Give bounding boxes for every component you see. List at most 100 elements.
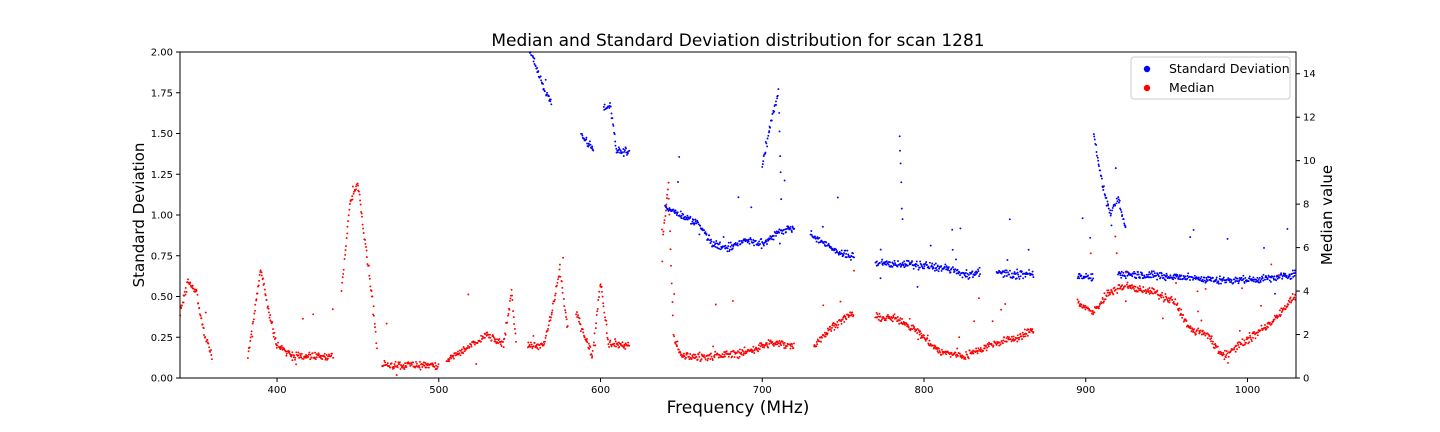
- data-point: [531, 55, 534, 58]
- data-point: [1274, 292, 1276, 295]
- data-point: [973, 274, 976, 277]
- data-point: [1204, 334, 1207, 337]
- data-point: [357, 184, 360, 187]
- data-point: [1089, 236, 1092, 239]
- data-point: [390, 362, 393, 365]
- data-point: [1089, 252, 1092, 255]
- data-point: [1162, 296, 1165, 299]
- data-point: [715, 240, 718, 242]
- data-point: [680, 353, 683, 356]
- data-point: [384, 361, 387, 364]
- scatter-points: [179, 51, 1297, 377]
- data-point: [1276, 274, 1279, 277]
- data-point: [841, 318, 844, 321]
- data-point: [609, 105, 612, 108]
- data-point: [1257, 278, 1260, 281]
- data-point: [1192, 278, 1194, 281]
- data-point: [748, 242, 751, 245]
- data-point: [601, 290, 603, 293]
- data-point: [1126, 274, 1129, 277]
- data-point: [1117, 198, 1120, 201]
- data-point: [1101, 298, 1104, 300]
- data-point: [976, 271, 979, 274]
- data-point: [771, 238, 774, 241]
- data-point: [351, 185, 354, 188]
- data-point: [1031, 273, 1034, 276]
- data-point: [448, 358, 451, 361]
- legend-box: [1130, 56, 1291, 100]
- data-point: [779, 155, 782, 158]
- x-tick-label: 600: [591, 385, 610, 396]
- data-point: [887, 313, 889, 316]
- data-point: [767, 339, 770, 341]
- data-point: [452, 354, 455, 357]
- data-point: [900, 207, 903, 210]
- data-point: [301, 317, 304, 320]
- data-point: [694, 218, 697, 221]
- data-point: [852, 314, 855, 317]
- data-point: [985, 344, 987, 347]
- data-point: [566, 325, 569, 328]
- data-point: [674, 209, 677, 212]
- data-point: [1250, 338, 1253, 341]
- data-point: [718, 247, 721, 250]
- data-point: [309, 358, 312, 361]
- data-point: [789, 344, 792, 347]
- data-point: [609, 339, 612, 342]
- left-y-tick-label: 2.00: [151, 48, 173, 59]
- data-point: [463, 350, 466, 353]
- data-point: [768, 238, 771, 241]
- data-point: [1176, 302, 1179, 305]
- data-point: [1005, 275, 1008, 277]
- data-point: [318, 353, 320, 356]
- data-point: [896, 320, 899, 323]
- data-point: [583, 336, 586, 339]
- data-point: [269, 319, 272, 322]
- x-tick-label: 1000: [1235, 385, 1260, 396]
- data-point: [258, 273, 261, 276]
- data-point: [373, 322, 376, 325]
- data-point: [500, 345, 503, 347]
- data-point: [927, 265, 930, 268]
- data-point: [675, 211, 677, 214]
- data-point: [607, 343, 610, 346]
- right-y-tick-label: 8: [1303, 200, 1309, 211]
- data-point: [1230, 281, 1233, 283]
- data-point: [288, 350, 291, 353]
- data-point: [181, 304, 183, 307]
- data-point: [1177, 276, 1180, 279]
- data-point: [848, 314, 851, 317]
- data-point: [895, 317, 898, 320]
- data-point: [267, 307, 270, 310]
- data-point: [1121, 214, 1124, 216]
- data-point: [712, 345, 715, 348]
- data-point: [781, 340, 784, 343]
- left-y-tick-label: 0.75: [151, 251, 173, 262]
- data-point: [955, 355, 958, 358]
- data-point: [321, 358, 324, 361]
- data-point: [290, 354, 293, 356]
- data-point: [1222, 276, 1225, 279]
- data-point: [1118, 271, 1121, 273]
- data-point: [685, 353, 688, 356]
- data-point: [1157, 275, 1160, 278]
- data-point: [667, 181, 670, 184]
- data-point: [1267, 326, 1269, 329]
- data-point: [595, 322, 598, 325]
- data-point: [1091, 273, 1094, 275]
- data-point: [1014, 338, 1017, 341]
- data-point: [1280, 272, 1283, 275]
- data-point: [561, 286, 564, 289]
- data-point: [822, 304, 825, 307]
- data-point: [931, 262, 934, 265]
- data-point: [673, 293, 676, 295]
- data-point: [374, 326, 376, 329]
- data-point: [686, 214, 689, 217]
- data-point: [547, 324, 550, 327]
- data-point: [1020, 270, 1023, 273]
- data-point: [1194, 333, 1197, 336]
- data-point: [1202, 280, 1205, 283]
- legend: Standard Deviation Median: [1130, 56, 1291, 100]
- data-point: [765, 342, 768, 344]
- data-point: [563, 305, 566, 308]
